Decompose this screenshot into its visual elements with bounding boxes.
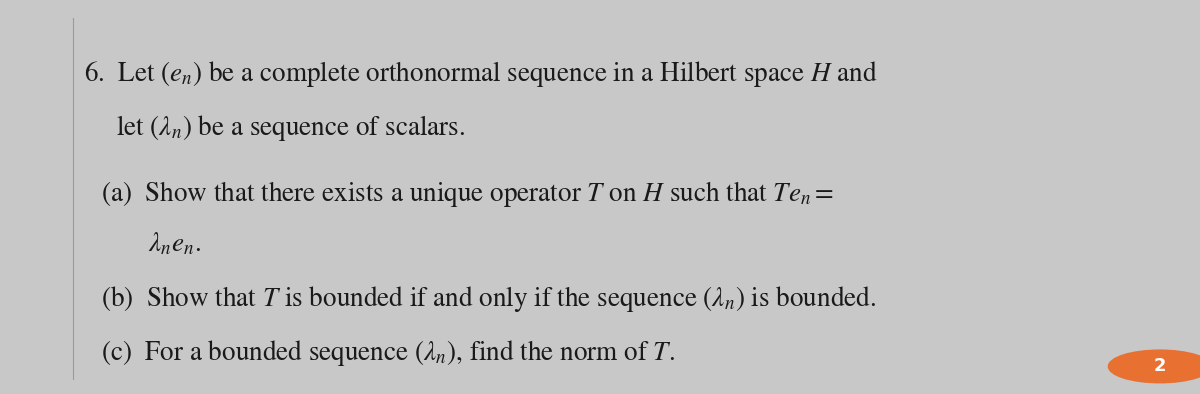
Text: (c)  For a bounded sequence $(\lambda_n)$, find the norm of $T$.: (c) For a bounded sequence $(\lambda_n)$…: [101, 338, 674, 368]
Text: 2: 2: [1153, 357, 1166, 375]
Text: (a)  Show that there exists a unique operator $T$ on $H$ such that $Te_n =$: (a) Show that there exists a unique oper…: [101, 178, 834, 208]
Text: let $(\lambda_n)$ be a sequence of scalars.: let $(\lambda_n)$ be a sequence of scala…: [115, 113, 466, 143]
Text: (b)  Show that $T$ is bounded if and only if the sequence $(\lambda_n)$ is bound: (b) Show that $T$ is bounded if and only…: [101, 284, 876, 314]
Text: $\lambda_n e_n$.: $\lambda_n e_n$.: [148, 231, 200, 258]
Text: 6.  Let $(e_n)$ be a complete orthonormal sequence in a Hilbert space $H$ and: 6. Let $(e_n)$ be a complete orthonormal…: [84, 59, 877, 89]
Circle shape: [1109, 350, 1200, 383]
